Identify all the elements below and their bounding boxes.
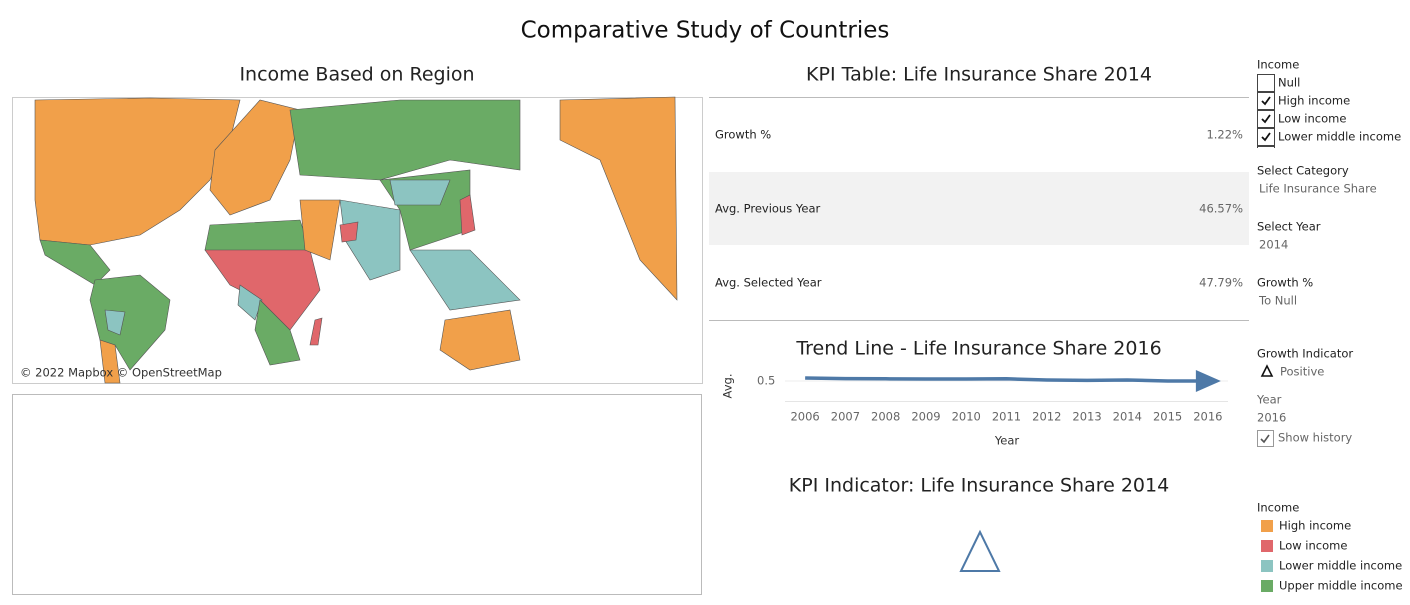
trend-line [805,376,1208,383]
filter-title: Select Category [1257,164,1349,178]
checkbox[interactable] [1257,128,1275,146]
empty-panel [12,394,702,595]
legend-label: Lower middle income [1279,559,1402,573]
x-tick-label: 2009 [911,410,940,424]
legend-swatch [1261,540,1273,552]
kpi-value: 46.57% [1199,202,1243,216]
slider-value[interactable]: 2016 [1257,411,1286,425]
y-tick-label: 0.5 [757,374,775,388]
kpi-indicator-title: KPI Indicator: Life Insurance Share 2014 [789,475,1169,497]
country[interactable] [89,274,171,371]
x-tick-label: 2011 [992,410,1021,424]
checkmark [1260,434,1270,444]
indicator-icon [1260,364,1274,377]
filters: Income Null High income Low income Lower mi… [1256,58,1402,447]
row-band [709,172,1249,245]
country[interactable] [559,96,678,301]
kpi-table-title: KPI Table: Life Insurance Share 2014 [806,64,1152,86]
filter-title: Growth % [1257,276,1313,290]
country[interactable] [299,199,341,261]
country[interactable] [389,179,451,206]
checkbox[interactable] [1257,110,1275,128]
legend-label: High income [1279,519,1351,533]
kpi-label: Avg. Selected Year [715,276,822,290]
dashboard-title: Comparative Study of Countries [521,18,890,44]
x-tick-label: 2008 [871,410,900,424]
country[interactable] [289,99,521,181]
x-tick-label: 2016 [1193,410,1222,424]
kpi-value: 1.22% [1206,128,1243,142]
legend: Income High income Low income Lower middle… [1257,501,1403,593]
country[interactable] [339,221,359,243]
kpi-label: Growth % [715,128,771,142]
legend-swatch [1261,560,1273,572]
country[interactable] [459,194,476,236]
filter-value[interactable]: Life Insurance Share [1259,182,1377,196]
legend-title: Income [1257,501,1299,515]
checkbox[interactable] [1257,92,1275,110]
checkbox[interactable] [1257,146,1275,164]
kpi-label: Avg. Previous Year [715,202,820,216]
checkmark [1262,151,1270,158]
country[interactable] [309,317,323,346]
x-tick-label: 2010 [952,410,981,424]
x-tick-label: 2012 [1032,410,1061,424]
filter-title: Select Year [1257,220,1321,234]
checkbox-label[interactable]: Low income [1278,112,1346,126]
filter-title: Income [1257,58,1299,72]
country[interactable] [237,284,263,321]
map-title: Income Based on Region [239,64,474,86]
country[interactable] [209,99,301,216]
checkbox[interactable] [1257,430,1274,447]
x-tick-label: 2006 [790,410,819,424]
trend-arrow [1195,370,1221,392]
checkbox-label[interactable]: Upper middle income [1278,148,1402,162]
x-tick-label: 2007 [831,410,860,424]
checkbox-label[interactable]: Show history [1278,431,1352,445]
country[interactable] [104,309,126,336]
kpi-indicator-icon [959,529,1001,572]
filter-value[interactable]: To Null [1258,294,1297,308]
country[interactable] [34,97,241,246]
legend-label: Low income [1279,539,1347,553]
slider-title: Year [1256,393,1282,407]
y-axis-label: Avg. [721,374,735,399]
x-tick-label: 2013 [1072,410,1101,424]
trend-title: Trend Line - Life Insurance Share 2016 [795,338,1161,360]
checkmark [1261,96,1271,106]
x-tick-label: 2015 [1153,410,1182,424]
map[interactable] [34,96,678,384]
map-attribution: © 2022 Mapbox © OpenStreetMap [20,366,222,380]
checkmark [1261,132,1271,142]
filter-value[interactable]: Positive [1280,365,1324,379]
checkbox-label[interactable]: Lower middle income [1278,130,1401,144]
income-list[interactable]: Null High income Low income Lower middle in… [1257,74,1402,164]
trend-chart: Trend Line - Life Insurance Share 2016 A… [721,338,1228,448]
checkbox[interactable] [1257,74,1275,92]
country[interactable] [409,249,521,311]
checkbox-label[interactable]: Null [1278,76,1300,90]
filter-value[interactable]: 2014 [1259,238,1288,252]
legend-swatch [1261,580,1273,592]
legend-label: Upper middle income [1279,579,1403,593]
filter-title: Growth Indicator [1257,347,1353,361]
checkmark [1261,114,1271,124]
checkbox-label[interactable]: High income [1278,94,1350,108]
kpi-value: 47.79% [1199,276,1243,290]
legend-swatch [1261,520,1273,532]
country[interactable] [99,339,121,384]
country[interactable] [439,309,521,371]
country[interactable] [254,299,301,366]
x-tick-label: 2014 [1113,410,1142,424]
x-axis-label: Year [994,434,1020,448]
